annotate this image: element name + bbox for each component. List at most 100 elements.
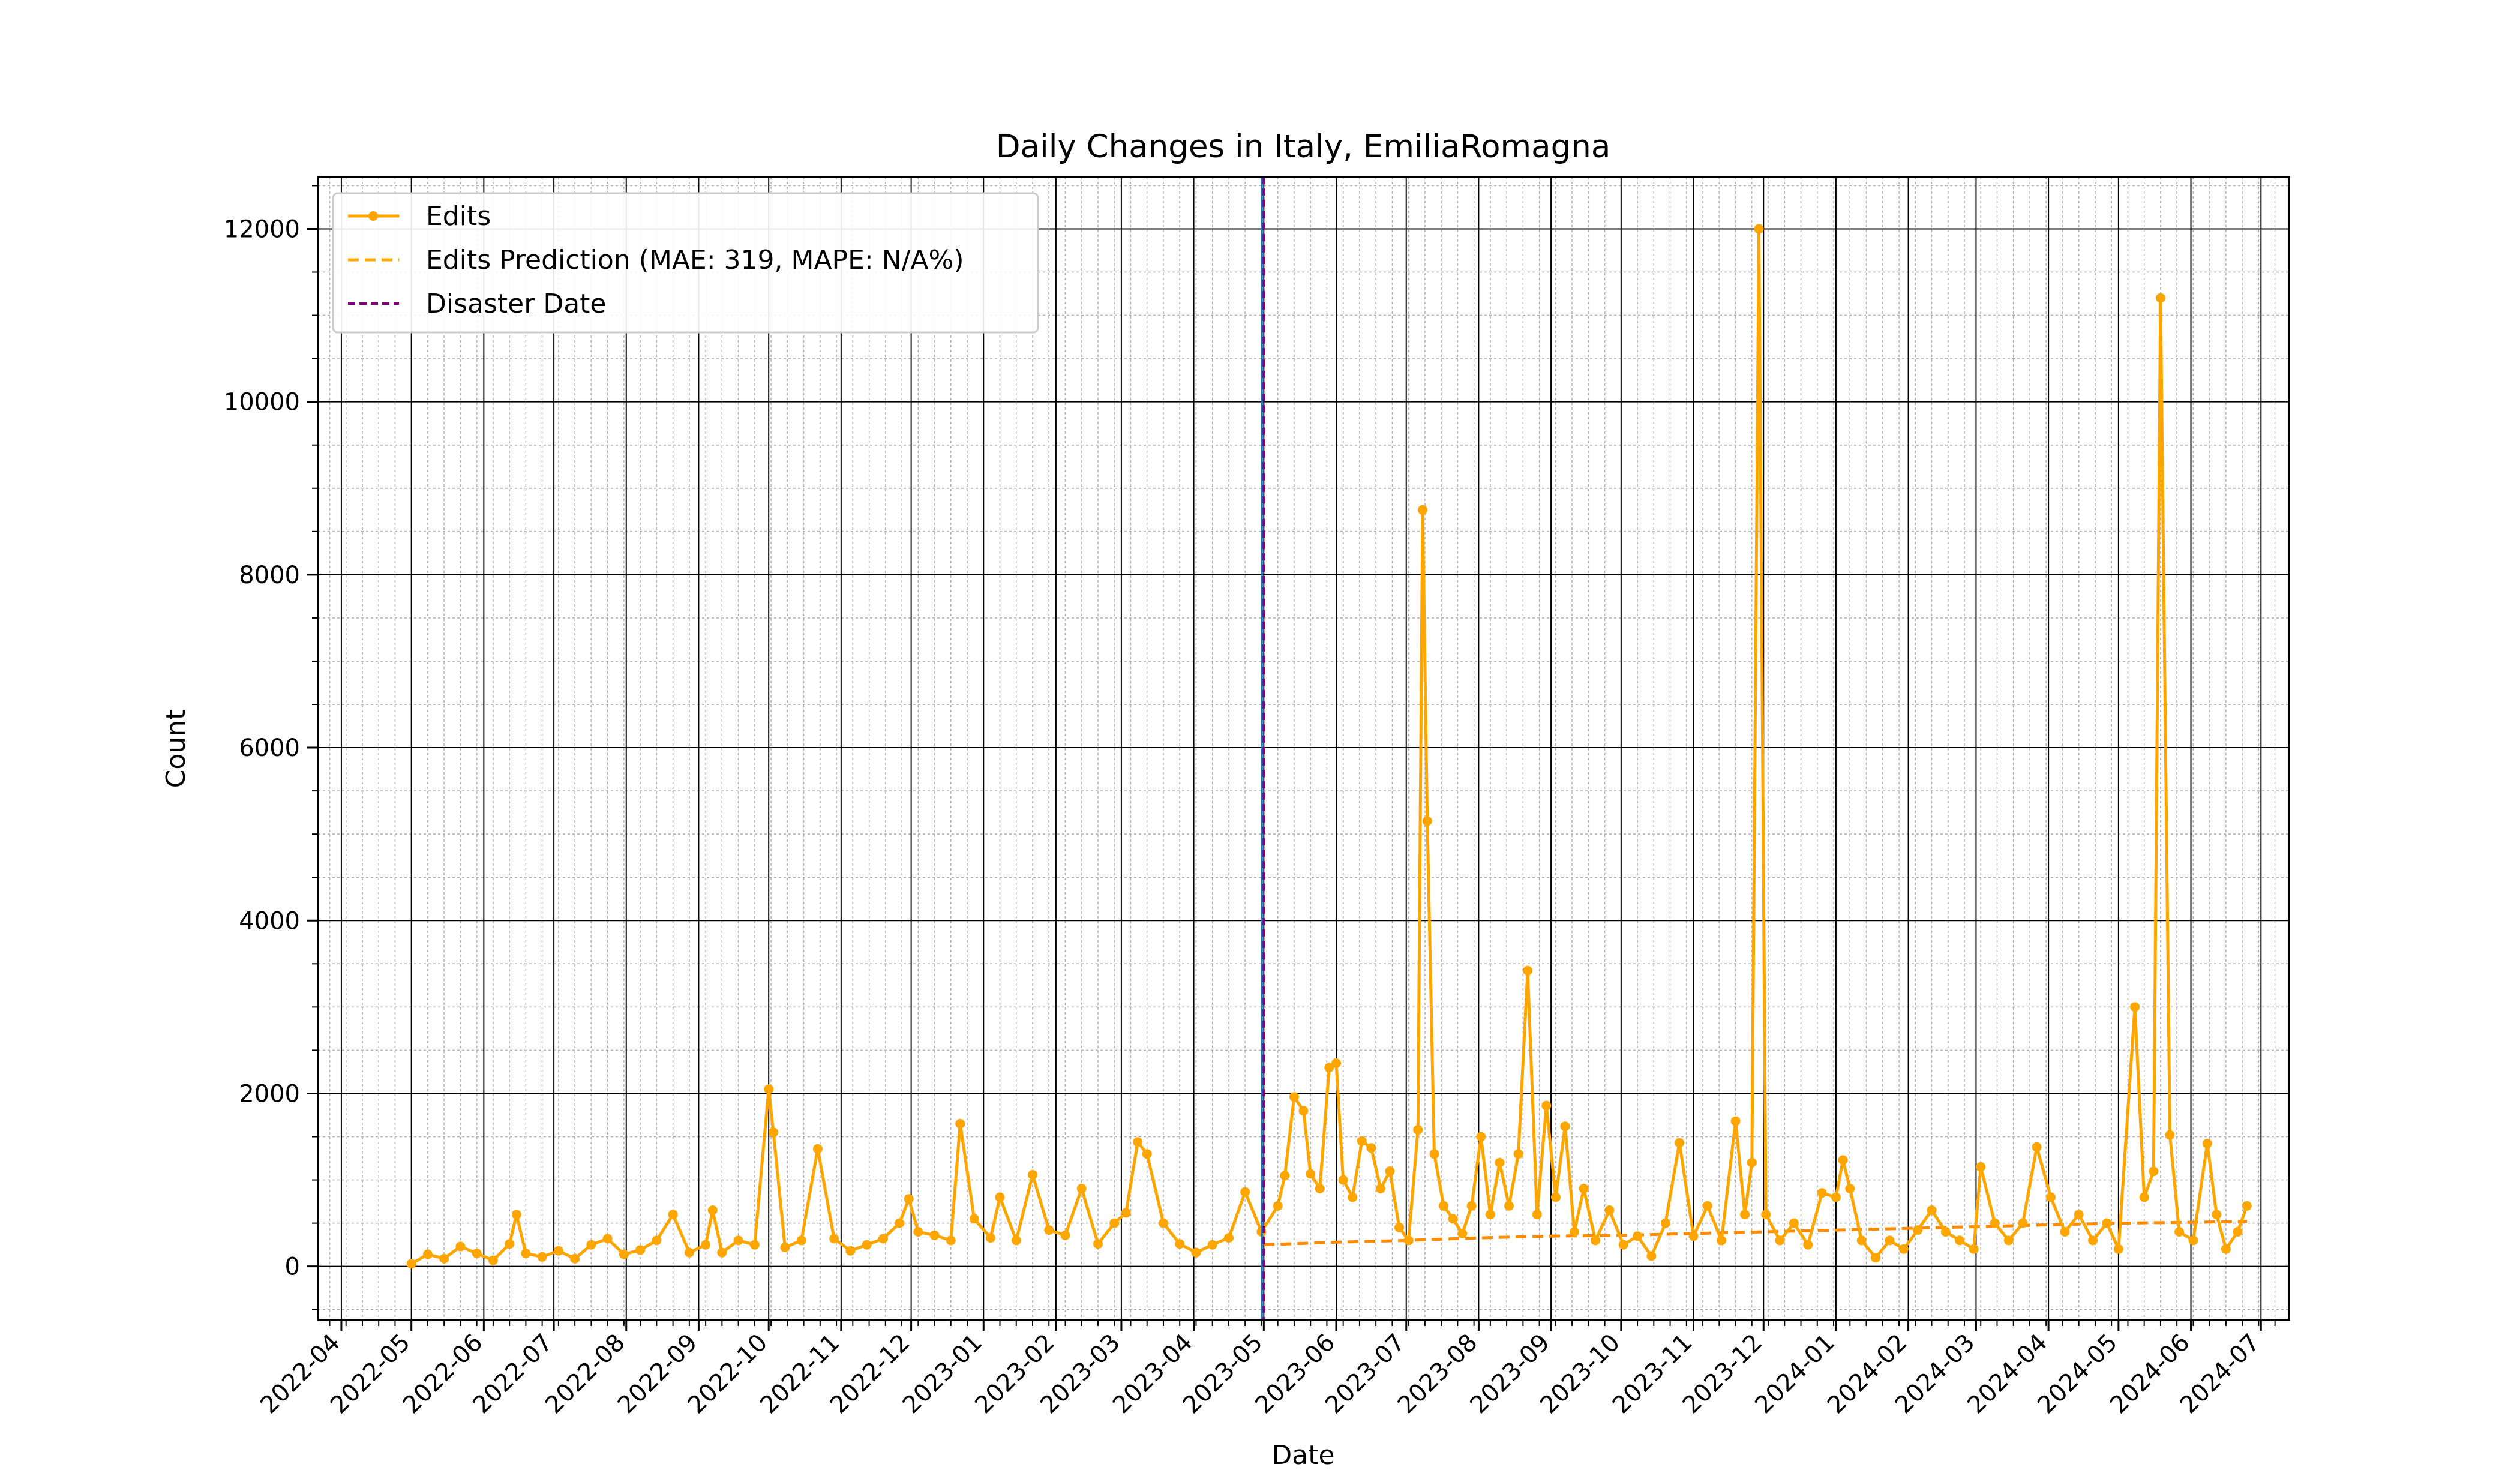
edits-point [1403,1235,1414,1246]
edits-point [845,1246,856,1256]
edits-point [619,1249,629,1259]
edits-point [1280,1171,1290,1181]
y-axis: 0 2000 4000 6000 8000 10000 12000 [224,185,318,1310]
edits-point [2018,1218,2028,1228]
edits-point [733,1235,743,1246]
edits-point [1476,1132,1486,1142]
edits-point [1513,1149,1523,1159]
legend-edits-marker [368,211,378,221]
edits-point [505,1239,515,1249]
edits-point [717,1247,727,1258]
edits-series [406,224,2252,1269]
edits-point [1457,1228,1468,1238]
edits-point [2188,1235,2198,1246]
legend-disaster-label: Disaster Date [426,289,606,319]
legend-box [332,192,1039,334]
edits-point [1976,1162,1986,1172]
edits-point [1817,1188,1827,1198]
edits-point [2003,1235,2014,1246]
edits-point [904,1194,914,1204]
edits-point [995,1192,1005,1202]
edits-point [1831,1192,1841,1202]
edits-point [1331,1058,1341,1068]
y-axis-title: Count [161,710,191,788]
edits-point [1315,1184,1325,1193]
x-axis-title: Date [1271,1440,1334,1470]
edits-point [1761,1210,1771,1220]
edits-point [1523,965,1533,976]
edits-point [1940,1227,1951,1237]
edits-point [668,1210,678,1220]
edits-point [1191,1247,1201,1258]
edits-point [2074,1210,2084,1220]
edits-point [1702,1201,1712,1211]
edits-point [2202,1139,2212,1148]
edits-point [1969,1244,1979,1254]
edits-point [1646,1251,1657,1261]
edits-point [2113,1244,2123,1254]
edits-point [1413,1125,1423,1135]
edits-point [812,1144,823,1154]
edits-point [1142,1149,1152,1159]
edits-point [1604,1205,1615,1215]
edits-point [2242,1201,2252,1211]
edits-point [1740,1210,1750,1220]
edits-point [769,1127,778,1138]
edits-point [455,1241,466,1252]
edits-point [1789,1218,1799,1228]
edits-point [1466,1201,1477,1211]
edits-point [537,1252,547,1262]
edits-point [796,1235,806,1246]
edits-point [553,1246,563,1256]
edits-point [1913,1225,1923,1235]
edits-point [1060,1230,1070,1240]
edits-point [1418,505,1427,515]
edits-point [913,1227,923,1237]
edits-point [2139,1192,2149,1202]
edits-point [1439,1201,1448,1211]
edits-point [488,1255,498,1265]
y-tick-label: 4000 [239,907,300,935]
edits-point [1927,1205,1937,1215]
edits-point [2130,1002,2140,1012]
edits-point [2212,1210,2222,1220]
edits-point [1348,1192,1358,1202]
edits-point [472,1249,482,1258]
y-tick-label: 10000 [224,389,300,416]
edits-point [929,1230,940,1240]
prediction-series [1264,1220,2247,1247]
edits-point [1429,1149,1439,1159]
edits-point [1885,1235,1895,1246]
edits-point [2149,1166,2159,1177]
edits-point [707,1205,718,1215]
disaster-date-line [1261,177,1265,1320]
edits-point [969,1214,979,1224]
edits-point [1298,1106,1309,1116]
edits-point [1224,1233,1234,1243]
edits-point [2233,1227,2243,1237]
edits-point [1207,1240,1217,1250]
edits-point [1560,1121,1570,1132]
edits-point [684,1247,694,1258]
edits-point [1448,1214,1458,1224]
edits-point [422,1249,433,1259]
edits-point [1838,1155,1848,1165]
edits-point [406,1259,416,1269]
edits-point [1717,1235,1727,1246]
chart-title: Daily Changes in Italy, EmiliaRomagna [996,128,1611,165]
edits-point [1422,816,1432,826]
edits-point [1579,1184,1589,1193]
edits-point [586,1240,596,1250]
edits-point [985,1233,995,1243]
y-tick-label: 0 [285,1253,300,1281]
edits-point [780,1243,790,1252]
edits-point [1754,224,1764,234]
edits-point [1028,1169,1037,1180]
edits-point [764,1084,774,1094]
edits-point [1289,1092,1299,1102]
edits-point [1495,1157,1505,1168]
edits-point [1306,1169,1316,1179]
edits-point [1273,1201,1283,1211]
edits-point [1385,1166,1395,1177]
